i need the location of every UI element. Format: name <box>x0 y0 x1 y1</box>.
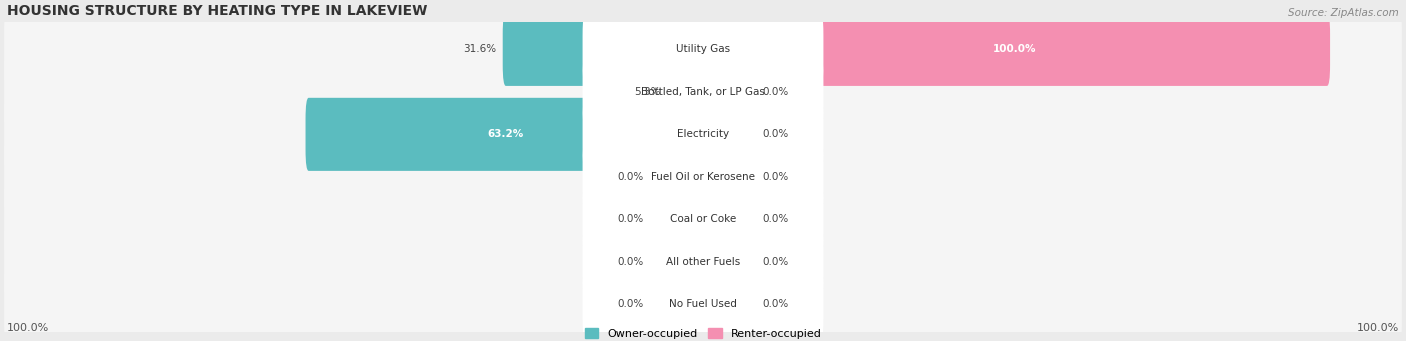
Text: 0.0%: 0.0% <box>617 299 644 309</box>
Text: No Fuel Used: No Fuel Used <box>669 299 737 309</box>
Text: 100.0%: 100.0% <box>1357 323 1399 332</box>
Text: 0.0%: 0.0% <box>762 299 789 309</box>
FancyBboxPatch shape <box>4 9 1402 90</box>
FancyBboxPatch shape <box>650 268 706 341</box>
FancyBboxPatch shape <box>582 257 824 341</box>
Text: 0.0%: 0.0% <box>617 214 644 224</box>
Text: Coal or Coke: Coal or Coke <box>669 214 737 224</box>
FancyBboxPatch shape <box>582 2 824 96</box>
FancyBboxPatch shape <box>582 130 824 224</box>
FancyBboxPatch shape <box>582 215 824 309</box>
FancyBboxPatch shape <box>650 225 706 298</box>
FancyBboxPatch shape <box>700 55 756 129</box>
FancyBboxPatch shape <box>650 183 706 256</box>
FancyBboxPatch shape <box>700 98 756 171</box>
FancyBboxPatch shape <box>4 264 1402 341</box>
FancyBboxPatch shape <box>666 55 706 129</box>
Text: 0.0%: 0.0% <box>617 257 644 267</box>
FancyBboxPatch shape <box>4 51 1402 133</box>
Text: All other Fuels: All other Fuels <box>666 257 740 267</box>
Text: 0.0%: 0.0% <box>762 129 789 139</box>
Text: 63.2%: 63.2% <box>488 129 524 139</box>
Text: 0.0%: 0.0% <box>762 214 789 224</box>
Legend: Owner-occupied, Renter-occupied: Owner-occupied, Renter-occupied <box>585 328 821 339</box>
FancyBboxPatch shape <box>582 173 824 266</box>
Text: 0.0%: 0.0% <box>762 87 789 97</box>
FancyBboxPatch shape <box>700 268 756 341</box>
FancyBboxPatch shape <box>700 225 756 298</box>
Text: Bottled, Tank, or LP Gas: Bottled, Tank, or LP Gas <box>641 87 765 97</box>
Text: 100.0%: 100.0% <box>7 323 49 332</box>
Text: Electricity: Electricity <box>676 129 730 139</box>
Text: 31.6%: 31.6% <box>464 44 496 54</box>
FancyBboxPatch shape <box>582 45 824 139</box>
FancyBboxPatch shape <box>4 136 1402 218</box>
FancyBboxPatch shape <box>700 183 756 256</box>
FancyBboxPatch shape <box>4 93 1402 175</box>
Text: 100.0%: 100.0% <box>993 44 1036 54</box>
Text: 0.0%: 0.0% <box>617 172 644 182</box>
Text: Utility Gas: Utility Gas <box>676 44 730 54</box>
FancyBboxPatch shape <box>650 140 706 213</box>
Text: Source: ZipAtlas.com: Source: ZipAtlas.com <box>1288 8 1399 17</box>
FancyBboxPatch shape <box>4 179 1402 260</box>
FancyBboxPatch shape <box>503 13 706 86</box>
FancyBboxPatch shape <box>582 88 824 181</box>
FancyBboxPatch shape <box>700 13 1330 86</box>
Text: HOUSING STRUCTURE BY HEATING TYPE IN LAKEVIEW: HOUSING STRUCTURE BY HEATING TYPE IN LAK… <box>7 3 427 17</box>
FancyBboxPatch shape <box>700 140 756 213</box>
Text: Fuel Oil or Kerosene: Fuel Oil or Kerosene <box>651 172 755 182</box>
FancyBboxPatch shape <box>4 221 1402 302</box>
Text: 0.0%: 0.0% <box>762 257 789 267</box>
FancyBboxPatch shape <box>305 98 706 171</box>
Text: 5.3%: 5.3% <box>634 87 661 97</box>
Text: 0.0%: 0.0% <box>762 172 789 182</box>
